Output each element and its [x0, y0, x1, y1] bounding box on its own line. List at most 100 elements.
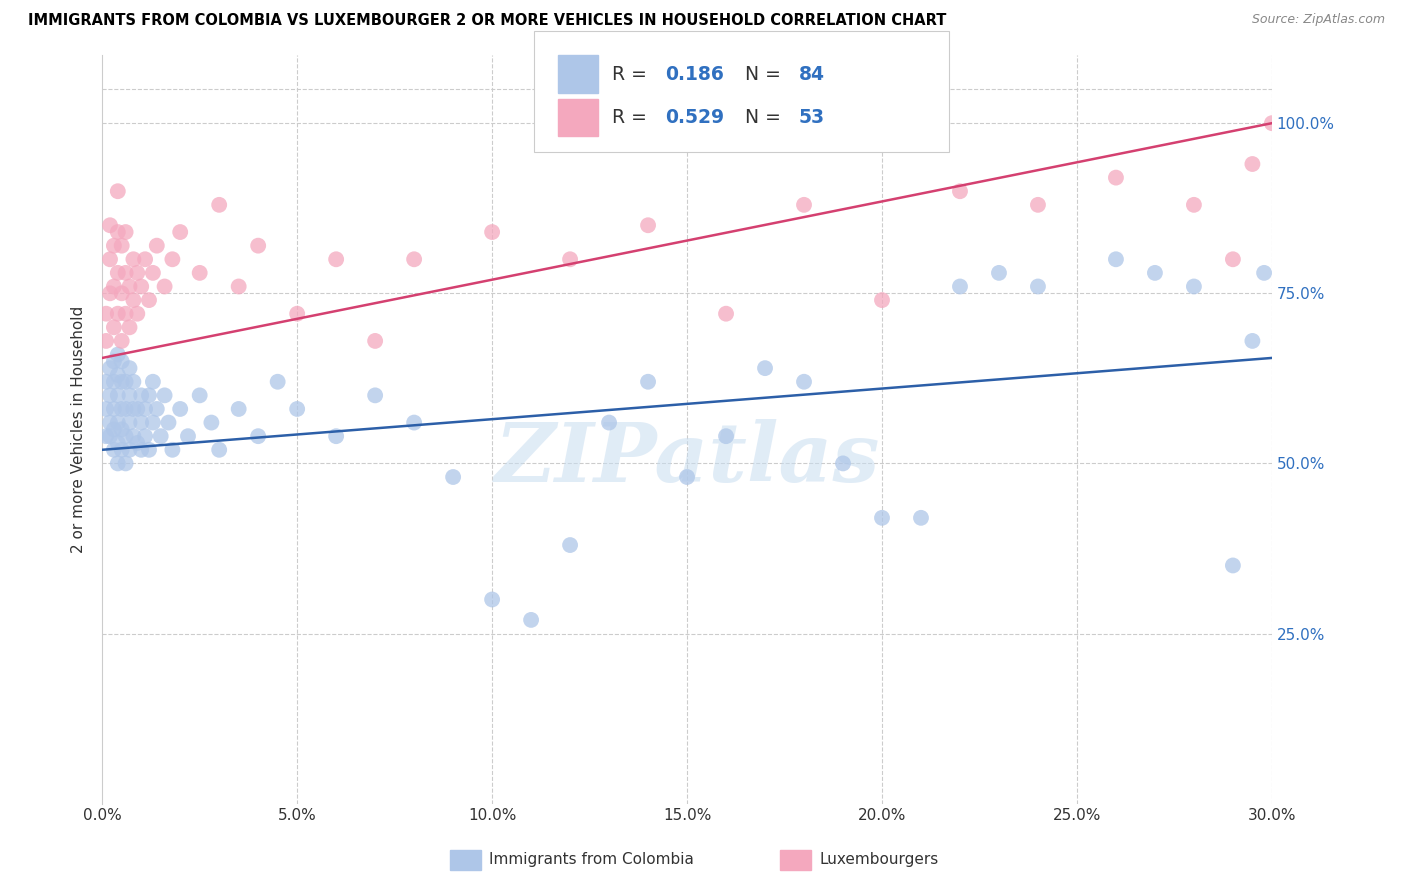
Point [1105, 170, 1128, 185]
Point [118, 361, 141, 376]
Point [1253, 266, 1275, 280]
Point [107, 388, 129, 402]
Point [285, 307, 308, 321]
Point [111, 401, 134, 416]
Point [228, 279, 250, 293]
Point [111, 375, 134, 389]
Text: R =: R = [612, 108, 652, 128]
Point [107, 225, 129, 239]
Point [481, 592, 503, 607]
Point [111, 422, 134, 436]
Point [285, 401, 308, 416]
Point [111, 238, 134, 252]
Text: 53: 53 [799, 108, 825, 128]
Point [146, 401, 169, 416]
Point [714, 429, 737, 443]
Point [1143, 266, 1166, 280]
Point [127, 266, 149, 280]
Point [129, 416, 152, 430]
Point [325, 252, 347, 267]
Point [103, 401, 125, 416]
Point [122, 429, 145, 443]
Point [188, 388, 211, 402]
Point [169, 225, 191, 239]
Point [98, 219, 121, 233]
Point [98, 286, 121, 301]
Point [127, 401, 149, 416]
Text: 0.186: 0.186 [665, 64, 724, 84]
Point [122, 252, 145, 267]
Point [146, 238, 169, 252]
Point [676, 470, 699, 484]
Point [153, 388, 176, 402]
Point [162, 442, 184, 457]
Point [114, 429, 136, 443]
Point [127, 436, 149, 450]
Point [754, 361, 776, 376]
Point [910, 511, 932, 525]
Point [114, 307, 136, 321]
Point [98, 252, 121, 267]
Point [162, 252, 184, 267]
Text: Source: ZipAtlas.com: Source: ZipAtlas.com [1251, 13, 1385, 27]
Text: 84: 84 [799, 64, 824, 84]
Point [177, 429, 200, 443]
Point [364, 388, 387, 402]
Text: Immigrants from Colombia: Immigrants from Colombia [489, 853, 695, 867]
Point [103, 238, 125, 252]
Point [129, 442, 152, 457]
Point [118, 279, 141, 293]
Point [103, 279, 125, 293]
Point [103, 320, 125, 334]
Point [94, 429, 117, 443]
Point [118, 442, 141, 457]
Point [118, 416, 141, 430]
Point [793, 375, 815, 389]
Point [107, 184, 129, 198]
Point [134, 401, 156, 416]
Point [107, 307, 129, 321]
Point [142, 266, 165, 280]
Point [114, 401, 136, 416]
Point [558, 538, 581, 552]
Point [441, 470, 464, 484]
Text: N =: N = [745, 108, 787, 128]
Point [870, 511, 893, 525]
Point [1182, 198, 1205, 212]
Point [793, 198, 815, 212]
Point [138, 293, 160, 307]
Point [114, 375, 136, 389]
Point [122, 401, 145, 416]
Point [94, 375, 117, 389]
Point [200, 416, 222, 430]
Point [325, 429, 347, 443]
Point [118, 388, 141, 402]
Point [832, 457, 855, 471]
Point [138, 442, 160, 457]
Point [228, 401, 250, 416]
Point [114, 225, 136, 239]
Text: N =: N = [745, 64, 787, 84]
Point [122, 293, 145, 307]
Point [149, 429, 172, 443]
Point [129, 279, 152, 293]
Point [142, 416, 165, 430]
Point [107, 436, 129, 450]
Point [637, 219, 659, 233]
Point [142, 375, 165, 389]
Point [107, 368, 129, 382]
Point [111, 286, 134, 301]
Point [188, 266, 211, 280]
Point [1222, 558, 1244, 573]
Point [134, 429, 156, 443]
Point [208, 198, 231, 212]
Point [107, 416, 129, 430]
Point [247, 238, 270, 252]
Point [1222, 252, 1244, 267]
Point [114, 266, 136, 280]
Point [98, 361, 121, 376]
Point [94, 401, 117, 416]
Point [1105, 252, 1128, 267]
Point [266, 375, 288, 389]
Point [98, 416, 121, 430]
